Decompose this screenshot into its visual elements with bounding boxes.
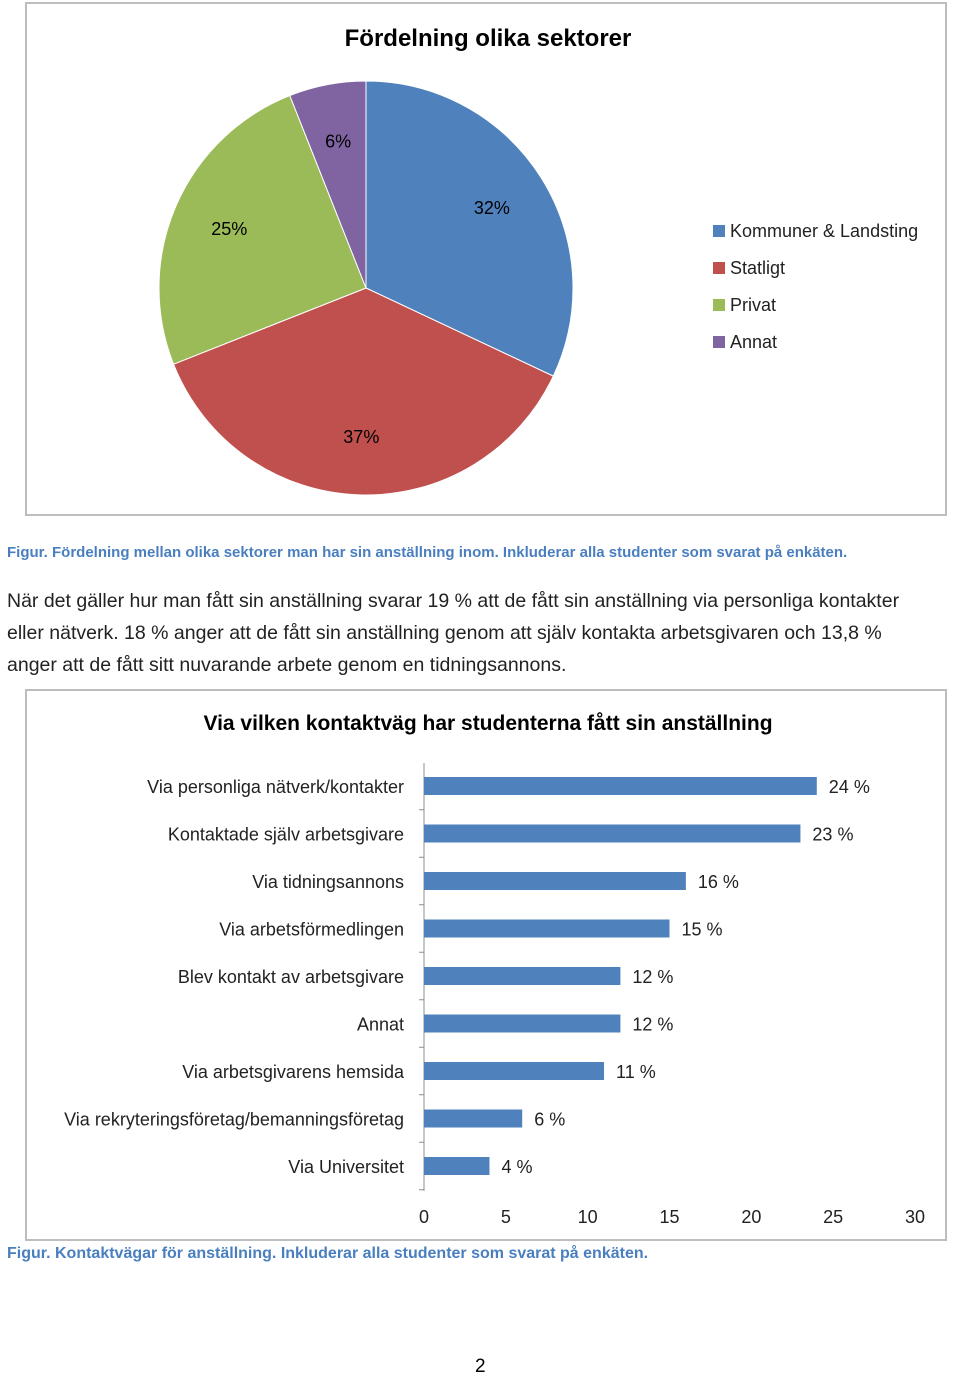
x-tick-label: 15: [659, 1207, 679, 1227]
bar-chart-title: Via vilken kontaktväg har studenterna få…: [203, 712, 772, 735]
category-label: Kontaktade själv arbetsgivare: [168, 825, 404, 845]
legend-label-4: Annat: [730, 332, 777, 352]
pie-slice-label: 32%: [474, 198, 510, 218]
pie-slice-4: [289, 80, 367, 289]
legend-swatch-1: [713, 225, 725, 237]
bar-data-label: 24 %: [829, 777, 870, 797]
pie-chart-frame: Fördelning olika sektorer 32% 37% 25% 6% Komm…: [25, 2, 947, 516]
category-label: Via arbetsförmedlingen: [219, 920, 404, 940]
bar-data-label: 15 %: [682, 920, 723, 940]
pie-chart-title: Fördelning olika sektorer: [345, 25, 632, 52]
bar-data-label: 23 %: [812, 825, 853, 845]
pie-slice-3: [158, 94, 367, 365]
bar: [424, 967, 621, 985]
bar-data-label: 11 %: [616, 1062, 656, 1082]
category-label: Via arbetsgivarens hemsida: [182, 1062, 405, 1082]
category-label: Via personliga nätverk/kontakter: [147, 777, 404, 797]
bar-chart-frame: Via vilken kontaktväg har studenterna få…: [25, 689, 947, 1241]
bar: [424, 919, 670, 938]
pie-slice-label: 37%: [343, 427, 379, 447]
pie-slice-1: [365, 80, 574, 377]
pie-chart: Fördelning olika sektorer 32% 37% 25% 6% Komm…: [158, 25, 918, 496]
pie-slice-label: 6%: [325, 132, 351, 152]
body-line-3: anger att de fått sitt nuvarande arbete …: [7, 654, 567, 676]
x-tick-label: 20: [741, 1207, 761, 1227]
legend-label-3: Privat: [730, 295, 776, 315]
body-line-1: När det gäller hur man fått sin anställn…: [7, 590, 900, 612]
page-number: 2: [475, 1356, 486, 1377]
category-label: Via Universitet: [288, 1157, 404, 1177]
pie-slice-label: 25%: [211, 219, 247, 239]
category-label: Annat: [357, 1015, 404, 1035]
bar-chart: Via vilken kontaktväg har studenterna få…: [64, 712, 925, 1227]
legend-swatch-3: [713, 299, 725, 311]
body-line-2: eller nätverk. 18 % anger att de fått si…: [7, 622, 882, 644]
body-paragraph: När det gäller hur man fått sin anställn…: [7, 585, 957, 681]
legend-swatch-4: [713, 336, 725, 348]
legend-label-1: Kommuner & Landsting: [730, 221, 918, 241]
x-tick-label: 5: [501, 1207, 511, 1227]
bar: [424, 872, 686, 890]
bar: [424, 824, 801, 843]
bar-data-label: 12 %: [632, 967, 673, 987]
category-label: Via tidningsannons: [252, 872, 404, 892]
x-tick-label: 10: [578, 1207, 598, 1227]
x-tick-label: 0: [419, 1207, 429, 1227]
x-tick-label: 30: [905, 1207, 925, 1227]
category-label: Via rekryteringsföretag/bemanningsföreta…: [64, 1110, 404, 1130]
pie-slice-2: [172, 287, 554, 496]
pie-figure-caption: Figur. Fördelning mellan olika sektorer …: [7, 544, 848, 561]
legend-swatch-2: [713, 262, 725, 274]
bar-data-label: 6 %: [534, 1110, 565, 1130]
bar-figure-caption: Figur. Kontaktvägar för anställning. Ink…: [7, 1245, 649, 1262]
bar-data-label: 12 %: [632, 1015, 673, 1035]
bar: [424, 1062, 605, 1080]
bar-data-label: 4 %: [501, 1157, 532, 1177]
bar: [424, 1109, 523, 1128]
bar: [424, 1157, 490, 1175]
x-tick-label: 25: [823, 1207, 843, 1227]
bar-data-label: 16 %: [698, 872, 739, 892]
bar: [424, 1014, 621, 1033]
legend-label-2: Statligt: [730, 258, 785, 278]
category-label: Blev kontakt av arbetsgivare: [178, 967, 404, 987]
bar: [424, 777, 817, 795]
